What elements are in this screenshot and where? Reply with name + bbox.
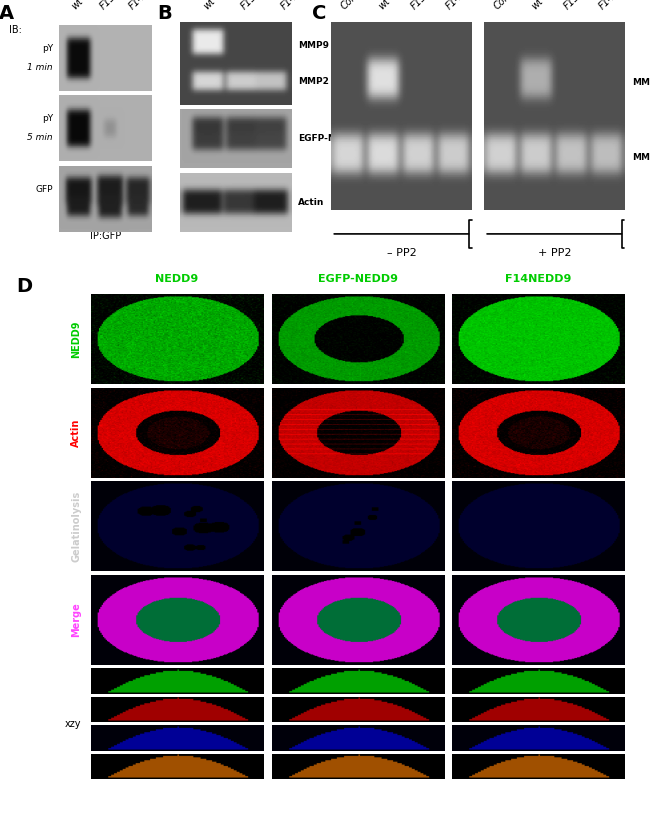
Text: F14: F14 — [280, 0, 299, 12]
Text: Con: Con — [339, 0, 359, 12]
Text: B: B — [157, 3, 172, 23]
Text: NEDD9: NEDD9 — [155, 274, 199, 284]
Text: F13: F13 — [239, 0, 259, 12]
Text: GFP: GFP — [35, 185, 53, 194]
Text: MMP9: MMP9 — [632, 78, 650, 87]
Text: Gelatinolysis: Gelatinolysis — [72, 491, 81, 562]
Text: Actin: Actin — [72, 419, 81, 447]
Text: wt: wt — [529, 0, 545, 12]
Text: 5 min: 5 min — [27, 133, 53, 142]
Text: A: A — [0, 3, 14, 23]
Text: C: C — [312, 3, 327, 23]
Text: F14: F14 — [444, 0, 464, 12]
Text: EGFP-NEDD9: EGFP-NEDD9 — [318, 274, 398, 284]
Text: F13: F13 — [98, 0, 118, 12]
Text: EGFP-NEDD9: EGFP-NEDD9 — [298, 134, 363, 143]
Text: IB:: IB: — [10, 25, 22, 35]
Text: F14NEDD9: F14NEDD9 — [505, 274, 572, 284]
Text: Merge: Merge — [72, 602, 81, 638]
Text: pY: pY — [42, 44, 53, 53]
Text: D: D — [16, 277, 32, 296]
Text: Actin: Actin — [298, 198, 324, 206]
Text: Con: Con — [491, 0, 512, 12]
Text: MMP9: MMP9 — [298, 41, 329, 50]
Text: F14: F14 — [127, 0, 146, 12]
Text: MMP2: MMP2 — [298, 77, 329, 86]
Text: xzy: xzy — [65, 719, 81, 729]
Text: MMP2: MMP2 — [632, 154, 650, 162]
Text: F13: F13 — [562, 0, 582, 12]
Text: F14: F14 — [597, 0, 617, 12]
Text: wt: wt — [202, 0, 216, 12]
Text: wt: wt — [69, 0, 84, 12]
Text: IP:GFP: IP:GFP — [90, 231, 121, 241]
Text: 1 min: 1 min — [27, 63, 53, 71]
Text: F13: F13 — [409, 0, 429, 12]
Text: NEDD9: NEDD9 — [72, 320, 81, 358]
Text: – PP2: – PP2 — [387, 248, 416, 258]
Text: + PP2: + PP2 — [538, 248, 571, 258]
Text: pY: pY — [42, 114, 53, 123]
Text: wt: wt — [376, 0, 392, 12]
